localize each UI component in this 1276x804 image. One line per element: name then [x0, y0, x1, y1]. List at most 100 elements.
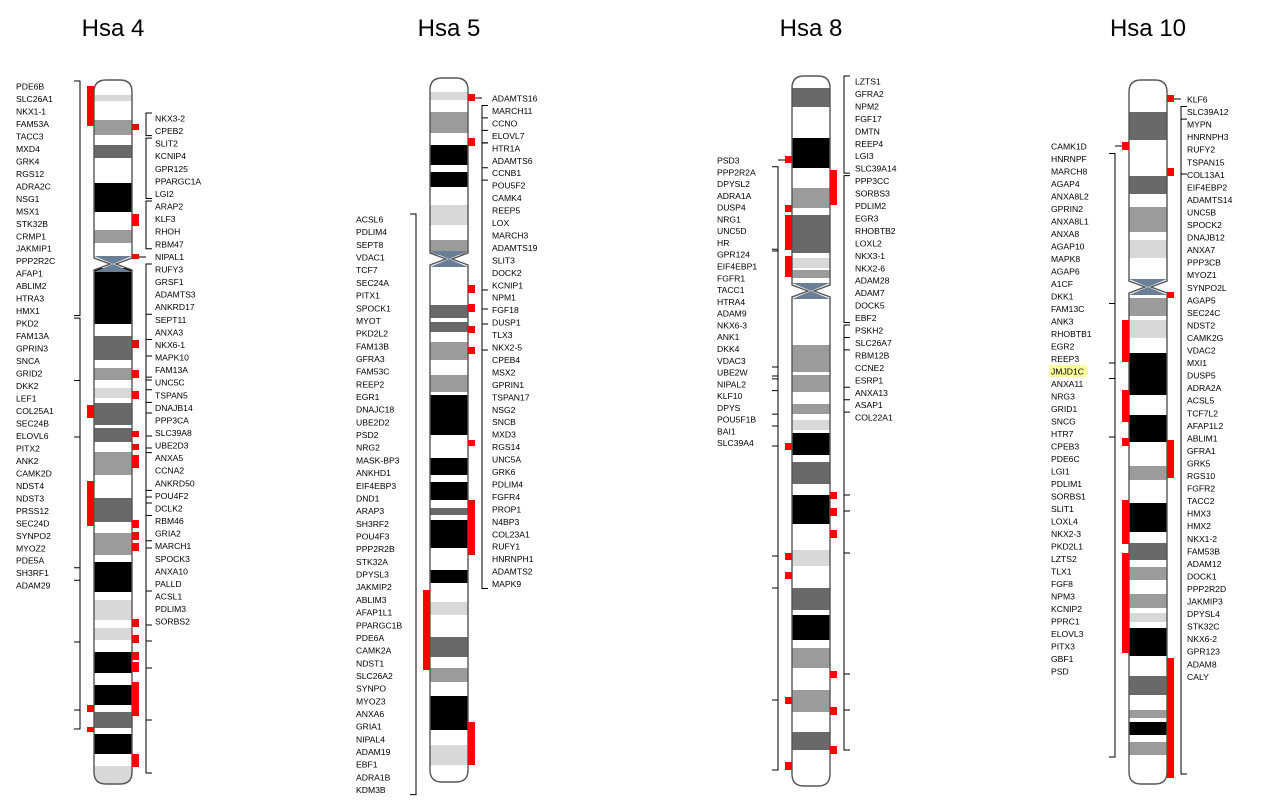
gene-label: LZTS1: [855, 77, 881, 87]
gene-label: FAM53A: [16, 119, 49, 129]
locus-marker: [468, 500, 475, 555]
gene-label: SPOCK2: [1187, 220, 1222, 230]
gene-bracket: [843, 175, 850, 324]
gene-label: CPEB4: [492, 355, 520, 365]
locus-marker: [468, 304, 475, 312]
gene-label: AFAP1L1: [356, 608, 393, 618]
band: [94, 268, 132, 324]
gene-bracket: [1109, 303, 1116, 438]
gene-bracket: [843, 349, 850, 554]
gene-label: PDLIM3: [155, 604, 186, 614]
band: [430, 637, 468, 657]
gene-label: POU5F1B: [717, 415, 756, 425]
locus-marker: [132, 662, 139, 672]
gene-bracket: [843, 75, 850, 174]
gene-label: FAM13A: [16, 331, 49, 341]
gene-label: COL25A1: [16, 406, 54, 416]
gene-label: DPYSL3: [356, 570, 389, 580]
gene-label: DPYS: [717, 403, 741, 413]
gene-label: FGFR4: [492, 492, 520, 502]
gene-label: ANK2: [16, 456, 39, 466]
gene-bracket: [772, 413, 779, 701]
gene-label: JAKMIP2: [356, 582, 392, 592]
chromosome-outline: [791, 75, 831, 787]
gene-label: GRK4: [16, 156, 40, 166]
gene-label: ADAM19: [356, 747, 391, 757]
locus-marker: [468, 722, 475, 765]
band: [1129, 613, 1167, 622]
gene-label: ADAM28: [855, 276, 890, 286]
locus-marker: [132, 543, 139, 551]
gene-label: KLF10: [717, 391, 743, 401]
band: [430, 696, 468, 730]
gene-label: STK32A: [356, 557, 388, 567]
gene-label: STK32C: [1187, 622, 1219, 632]
band: [430, 375, 468, 392]
locus-marker: [830, 492, 837, 499]
gene-label: PDE5A: [16, 556, 44, 566]
band: [430, 112, 468, 133]
gene-label: ADAM9: [717, 309, 747, 319]
locus-marker: [830, 508, 837, 516]
band: [94, 230, 132, 243]
gene-label: ACSL1: [155, 592, 182, 602]
gene-label: LOXL4: [1051, 517, 1078, 527]
locus-marker: [132, 124, 139, 130]
band: [792, 404, 830, 414]
band: [1129, 722, 1167, 735]
gene-label: BAI1: [717, 426, 736, 436]
gene-label: SH3RF1: [16, 568, 49, 578]
gene-label: HTR7: [1051, 429, 1074, 439]
gene-label: MXD4: [16, 144, 40, 154]
gene-label: PSD: [1051, 667, 1069, 677]
gene-label: MAPK9: [492, 579, 521, 589]
band: [430, 458, 468, 475]
gene-label: ANXA13: [855, 388, 888, 398]
gene-label: FGFR2: [1187, 484, 1215, 494]
locus-marker: [785, 762, 792, 770]
gene-label: ANXA5: [155, 453, 183, 463]
gene-label: SEC24C: [1187, 308, 1220, 318]
locus-marker: [1167, 292, 1174, 298]
gene-label: POU4F2: [155, 491, 189, 501]
chromosome-outline: [93, 79, 133, 785]
gene-label: ANXA8: [1051, 229, 1079, 239]
locus-marker: [132, 682, 139, 716]
band: [94, 712, 132, 728]
gene-bracket: [145, 137, 152, 199]
gene-label: SORBS1: [1051, 492, 1086, 502]
gene-label: FGF17: [855, 114, 882, 124]
gene-label: ACSL5: [1187, 396, 1214, 406]
band: [94, 95, 132, 101]
gene-label: LZTS2: [1051, 554, 1077, 564]
gene-label: NDST3: [16, 493, 44, 503]
gene-label: NDST2: [1187, 320, 1215, 330]
band: [792, 462, 830, 484]
gene-bracket: [410, 213, 417, 796]
gene-label: HMX1: [16, 306, 40, 316]
gene-label: PPARGC1A: [155, 176, 201, 186]
gene-label: CCNO: [492, 118, 518, 128]
gene-label: AGAP6: [1051, 267, 1080, 277]
gene-label: HNRNPH1: [492, 554, 534, 564]
band: [94, 452, 132, 475]
gene-label: PDE6B: [16, 82, 44, 92]
band: [430, 322, 468, 332]
band: [94, 562, 132, 592]
gene-bracket: [772, 166, 779, 252]
locus-marker: [830, 707, 837, 715]
gene-label: SORBS2: [155, 617, 190, 627]
gene-label: HTRA4: [717, 297, 745, 307]
gene-bracket: [481, 179, 488, 590]
band: [792, 420, 830, 430]
band: [430, 145, 468, 165]
gene-label: FAM53B: [1187, 546, 1220, 556]
band: [94, 183, 132, 212]
gene-label: SLC39A14: [855, 164, 897, 174]
locus-marker: [87, 705, 94, 712]
gene-label: KLF6: [1187, 95, 1208, 105]
gene-label: NKX6-2: [1187, 634, 1217, 644]
gene-label: FGF8: [1051, 579, 1073, 589]
gene-label: KCNIP2: [1051, 604, 1082, 614]
